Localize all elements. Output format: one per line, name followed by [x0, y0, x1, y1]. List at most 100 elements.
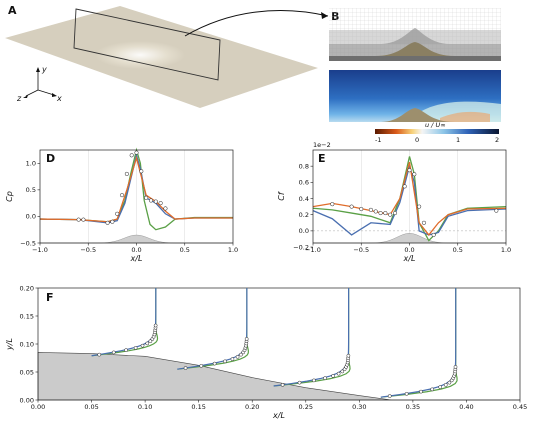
data-point-marker — [340, 369, 345, 374]
data-point-marker — [378, 211, 383, 216]
series-line-green — [312, 156, 507, 242]
y-offset-label: 1e−2 — [313, 141, 331, 149]
profile-line-green — [380, 288, 458, 398]
x-axis-label: x/L — [403, 254, 416, 263]
data-point-marker — [111, 350, 116, 355]
x-tick-label: 0.5 — [453, 246, 463, 254]
data-point-marker — [407, 168, 412, 173]
wake-warm — [440, 111, 490, 122]
y-tick-label: 0.10 — [20, 340, 34, 348]
data-point-marker — [144, 195, 149, 200]
axis-y-arrow-icon — [36, 67, 40, 72]
data-point-marker — [115, 211, 120, 216]
axis-x-label: x — [56, 94, 62, 103]
y-tick-label: 0.6 — [299, 179, 309, 187]
x-tick-label: 0.25 — [299, 403, 313, 411]
colorbar-tick: 2 — [495, 136, 499, 144]
data-point-marker — [312, 378, 316, 383]
x-tick-label: 0.45 — [513, 403, 527, 411]
profile-line-green — [273, 288, 351, 387]
x-axis-label: x/L — [130, 254, 143, 263]
panel-letter-a: A — [8, 4, 17, 17]
data-point-marker — [331, 374, 335, 378]
data-point-marker — [388, 212, 393, 217]
x-tick-label: −1.0 — [305, 246, 321, 254]
y-tick-label: 1.0 — [26, 160, 36, 168]
x-tick-label: 0.20 — [245, 403, 259, 411]
data-point-marker — [148, 198, 154, 203]
x-tick-label: −1.0 — [32, 246, 48, 254]
x-tick-label: 1.0 — [228, 246, 238, 254]
data-point-marker — [419, 389, 423, 394]
x-tick-label: −0.5 — [80, 246, 96, 254]
y-tick-label: 0.00 — [20, 396, 34, 404]
y-tick-label: −0.2 — [293, 243, 309, 251]
data-point-marker — [148, 339, 153, 344]
data-point-marker — [153, 323, 158, 328]
data-point-marker — [145, 341, 150, 346]
profile-line-green — [91, 288, 159, 357]
data-point-marker — [158, 201, 163, 206]
data-point-marker — [349, 204, 354, 209]
profile-line-blue — [380, 288, 457, 398]
axis-x-line — [37, 89, 55, 96]
data-point-marker — [368, 207, 373, 212]
x-tick-label: 0.0 — [404, 246, 414, 254]
x-tick-label: 1.0 — [501, 246, 511, 254]
x-tick-label: 0.05 — [84, 403, 98, 411]
data-point-marker — [244, 337, 249, 341]
field-bump — [380, 108, 455, 122]
data-point-marker — [212, 361, 217, 366]
mesh-bump — [375, 42, 455, 56]
y-axis-label: Cp — [5, 191, 14, 202]
x-tick-label: 0.40 — [459, 403, 473, 411]
series-line-orange — [39, 155, 233, 223]
slice-plane — [73, 8, 221, 81]
mesh-floor — [329, 56, 501, 61]
y-tick-label: 0.2 — [299, 211, 309, 219]
data-point-marker — [183, 366, 188, 370]
data-point-marker — [402, 184, 407, 189]
panel-letter-e: E — [318, 152, 326, 165]
data-point-marker — [336, 371, 341, 376]
profile-line-blue — [273, 288, 350, 387]
x-tick-label: 0.35 — [406, 403, 420, 411]
data-point-marker — [110, 219, 115, 224]
x-tick-label: 0.10 — [138, 403, 152, 411]
data-point-marker — [134, 150, 139, 155]
data-point-marker — [438, 385, 443, 389]
data-point-marker — [297, 380, 302, 385]
data-point-marker — [76, 217, 81, 222]
data-point-marker — [387, 394, 392, 398]
data-point-marker — [417, 204, 422, 209]
data-point-marker — [105, 220, 110, 225]
data-point-marker — [412, 172, 417, 177]
data-point-marker — [163, 206, 168, 211]
data-point-marker — [129, 153, 134, 158]
data-point-marker — [453, 365, 458, 369]
data-point-marker — [140, 343, 145, 348]
x-tick-label: 0.15 — [191, 403, 205, 411]
axis-y-label: y — [41, 65, 47, 74]
profile-line-blue — [91, 288, 157, 357]
y-tick-label: 0.4 — [299, 195, 309, 203]
data-point-marker — [404, 391, 409, 396]
x-tick-label: −0.5 — [353, 246, 369, 254]
data-point-marker — [443, 383, 448, 387]
data-point-marker — [383, 211, 388, 216]
axis-z-arrow-icon — [23, 95, 28, 98]
y-tick-label: 0.0 — [299, 227, 309, 235]
data-point-marker — [431, 232, 436, 237]
colorbar-tick: 0 — [415, 136, 419, 144]
x-tick-label: 0.00 — [31, 403, 45, 411]
data-point-marker — [373, 209, 378, 214]
bump-highlight — [95, 41, 185, 69]
y-tick-label: 0.8 — [299, 162, 309, 170]
data-point-marker — [139, 169, 144, 174]
data-point-marker — [430, 387, 435, 392]
